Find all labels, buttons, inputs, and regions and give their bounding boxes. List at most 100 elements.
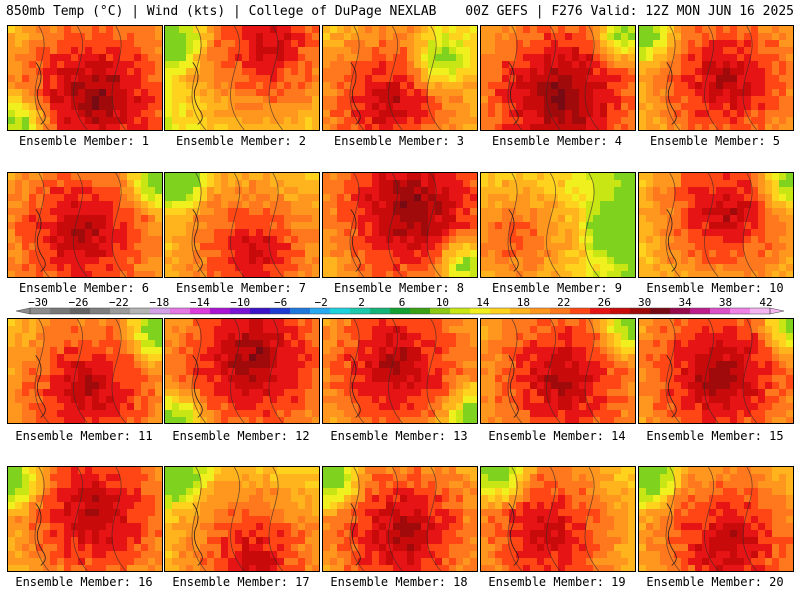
colorbar-tick-label: 10 <box>436 296 449 309</box>
ensemble-member-label: Ensemble Member: 10 <box>646 281 784 295</box>
ensemble-member-label: Ensemble Member: 14 <box>488 429 626 443</box>
temperature-field-map <box>165 173 319 277</box>
ensemble-member-label: Ensemble Member: 9 <box>491 281 623 295</box>
run-valid-time: 00Z GEFS | F276 Valid: 12Z MON JUN 16 20… <box>465 4 794 19</box>
colorbar-swatch <box>70 308 91 314</box>
colorbar-swatch <box>150 308 171 314</box>
colorbar-swatch <box>270 308 291 314</box>
temperature-field-map <box>481 467 635 571</box>
ensemble-member-label: Ensemble Member: 20 <box>646 575 784 589</box>
ensemble-member-label: Ensemble Member: 18 <box>330 575 468 589</box>
temperature-field-map <box>639 26 793 130</box>
colorbar-swatch <box>470 308 491 314</box>
colorbar-tick-label: 14 <box>476 296 490 309</box>
temperature-field-map <box>323 26 477 130</box>
temperature-field-map <box>639 467 793 571</box>
ensemble-panel-9 <box>480 172 636 278</box>
ensemble-panel-16 <box>7 466 163 572</box>
temperature-field-map <box>165 319 319 423</box>
temperature-field-map <box>639 319 793 423</box>
colorbar-swatch <box>590 308 611 314</box>
colorbar-tick-label: 22 <box>557 296 570 309</box>
ensemble-member-label: Ensemble Member: 12 <box>172 429 310 443</box>
temperature-field-map <box>8 319 162 423</box>
temperature-field-map <box>165 26 319 130</box>
colorbar-swatch <box>630 308 651 314</box>
colorbar-tick-label: −30 <box>28 296 48 309</box>
ensemble-panel-19 <box>480 466 636 572</box>
ensemble-member-label: Ensemble Member: 13 <box>330 429 468 443</box>
ensemble-member-label: Ensemble Member: 16 <box>15 575 153 589</box>
colorbar-swatch <box>410 308 431 314</box>
ensemble-panel-5 <box>638 25 794 131</box>
colorbar-swatch <box>110 308 131 314</box>
ensemble-member-label: Ensemble Member: 17 <box>172 575 310 589</box>
ensemble-panel-11 <box>7 318 163 424</box>
colorbar-swatch <box>450 308 471 314</box>
ensemble-panel-20 <box>638 466 794 572</box>
colorbar-tick-label: 34 <box>678 296 692 309</box>
colorbar-swatch <box>570 308 591 314</box>
ensemble-member-label: Ensemble Member: 1 <box>18 134 150 148</box>
colorbar-swatch <box>50 308 71 314</box>
colorbar-swatch <box>430 308 451 314</box>
colorbar-swatch <box>610 308 631 314</box>
temperature-field-map <box>639 173 793 277</box>
ensemble-panel-10 <box>638 172 794 278</box>
ensemble-member-label: Ensemble Member: 3 <box>333 134 465 148</box>
colorbar-tick-label: 18 <box>517 296 530 309</box>
map-title: 850mb Temp (°C) | Wind (kts) | College o… <box>6 4 437 19</box>
temperature-field-map <box>8 467 162 571</box>
ensemble-member-label: Ensemble Member: 11 <box>15 429 153 443</box>
ensemble-panel-7 <box>164 172 320 278</box>
colorbar-swatch <box>650 308 671 314</box>
colorbar-swatch <box>730 308 751 314</box>
colorbar-tick-label: −26 <box>69 296 89 309</box>
colorbar-tick-label: −14 <box>190 296 210 309</box>
colorbar-swatch <box>310 308 331 314</box>
temperature-field-map <box>8 26 162 130</box>
ensemble-panel-18 <box>322 466 478 572</box>
colorbar-swatch <box>550 308 571 314</box>
colorbar-swatch <box>290 308 311 314</box>
ensemble-member-label: Ensemble Member: 19 <box>488 575 626 589</box>
ensemble-panel-12 <box>164 318 320 424</box>
colorbar-tick-label: 6 <box>399 296 406 309</box>
ensemble-member-label: Ensemble Member: 6 <box>18 281 150 295</box>
colorbar-swatch <box>370 308 391 314</box>
colorbar-swatch <box>250 308 271 314</box>
ensemble-panel-8 <box>322 172 478 278</box>
colorbar-swatch <box>210 308 231 314</box>
ensemble-member-label: Ensemble Member: 2 <box>175 134 307 148</box>
colorbar-swatch <box>330 308 351 314</box>
temperature-field-map <box>323 319 477 423</box>
temperature-field-map <box>8 173 162 277</box>
temperature-colorbar: −30 −26 −22 −18 −14 −10 −6 −2 2 6 10 14 18 22 26 30 34 38… <box>15 296 785 315</box>
colorbar-swatch <box>750 308 771 314</box>
colorbar-tick-label: 30 <box>638 296 651 309</box>
colorbar-tick-label: 2 <box>358 296 365 309</box>
colorbar-swatch <box>230 308 251 314</box>
colorbar-swatch <box>690 308 711 314</box>
ensemble-panel-1 <box>7 25 163 131</box>
ensemble-panel-13 <box>322 318 478 424</box>
ensemble-member-label: Ensemble Member: 4 <box>491 134 623 148</box>
colorbar-swatch <box>130 308 151 314</box>
colorbar-tick-label: −10 <box>230 296 250 309</box>
ensemble-panel-6 <box>7 172 163 278</box>
ensemble-panel-15 <box>638 318 794 424</box>
temperature-field-map <box>165 467 319 571</box>
colorbar-swatch <box>710 308 731 314</box>
colorbar-tick-label: −22 <box>109 296 129 309</box>
colorbar-swatch <box>510 308 531 314</box>
colorbar-swatch <box>190 308 211 314</box>
temperature-field-map <box>481 173 635 277</box>
ensemble-member-label: Ensemble Member: 7 <box>175 281 307 295</box>
colorbar-swatch <box>90 308 111 314</box>
colorbar-tick-label: 26 <box>598 296 611 309</box>
colorbar-tick-label: 42 <box>759 296 772 309</box>
ensemble-panel-3 <box>322 25 478 131</box>
colorbar-swatch <box>350 308 371 314</box>
ensemble-member-label: Ensemble Member: 5 <box>649 134 781 148</box>
colorbar-swatch <box>530 308 551 314</box>
